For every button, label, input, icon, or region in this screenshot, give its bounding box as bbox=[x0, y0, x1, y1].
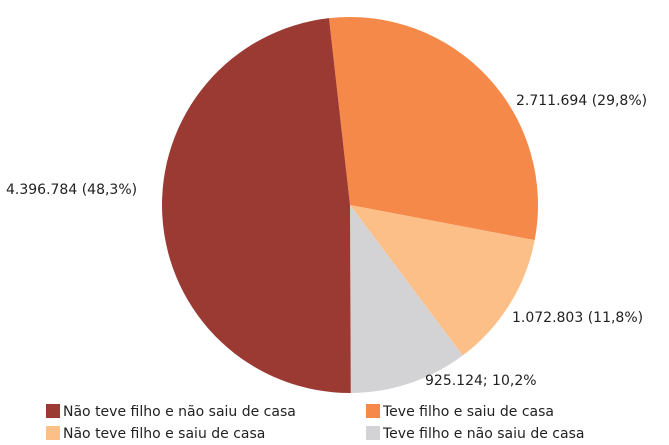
legend-swatch bbox=[46, 426, 60, 440]
legend-swatch bbox=[46, 404, 60, 418]
pie-slice bbox=[350, 205, 535, 356]
legend-label: Teve filho e saiu de casa bbox=[382, 404, 554, 420]
legend-label: Não teve filho e saiu de casa bbox=[63, 426, 265, 442]
data-label: 2.711.694 (29,8%) bbox=[516, 93, 647, 109]
data-label: 1.072.803 (11,8%) bbox=[512, 310, 643, 326]
data-label: 4.396.784 (48,3%) bbox=[6, 182, 137, 198]
legend-swatch bbox=[366, 404, 380, 418]
legend-label: Não teve filho e não saiu de casa bbox=[63, 404, 296, 420]
legend-swatch bbox=[366, 426, 380, 440]
data-label: 925.124; 10,2% bbox=[425, 373, 537, 389]
legend-label: Teve filho e não saiu de casa bbox=[382, 426, 584, 442]
pie-slice bbox=[350, 205, 463, 393]
pie-slice bbox=[328, 17, 538, 241]
pie-slice bbox=[162, 18, 351, 393]
